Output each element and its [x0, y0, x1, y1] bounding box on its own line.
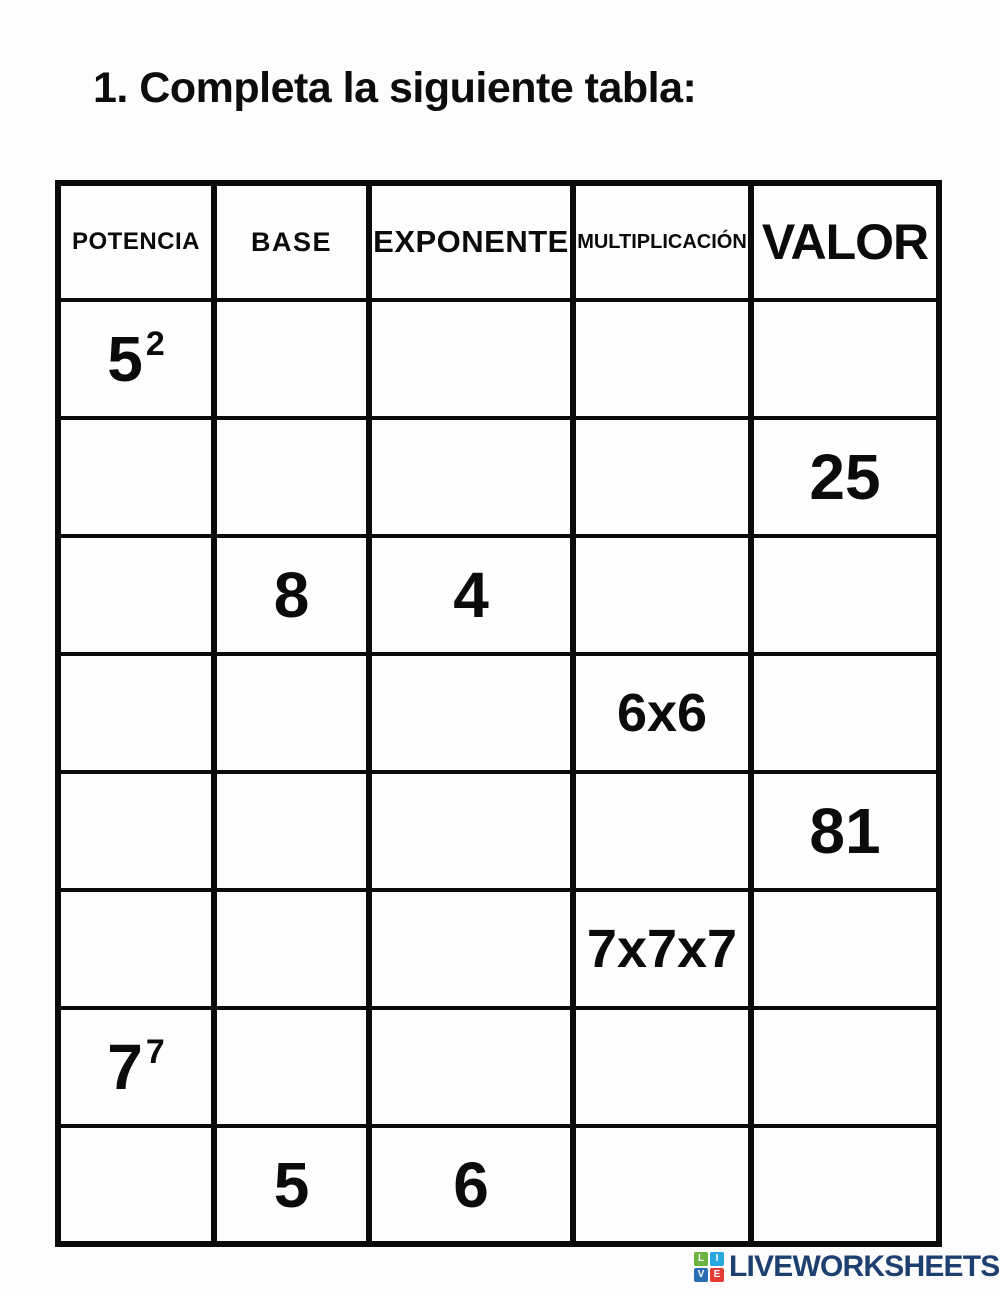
answer-cell-valor[interactable] [748, 888, 942, 1010]
cell-valor: 81 [748, 770, 942, 892]
cell-potencia: 77 [55, 1006, 217, 1128]
table-row: 52 [55, 298, 942, 420]
cell-value: 4 [453, 559, 489, 631]
answer-cell-multiplicacion[interactable] [570, 298, 754, 420]
answer-cell-multiplicacion[interactable] [570, 416, 754, 538]
answer-cell-potencia[interactable] [55, 652, 217, 774]
cell-value: 81 [809, 795, 881, 867]
answer-cell-potencia[interactable] [55, 416, 217, 538]
answer-cell-valor[interactable] [748, 1124, 942, 1246]
answer-cell-base[interactable] [211, 652, 372, 774]
power-exponent: 2 [145, 325, 165, 363]
answer-cell-exponente[interactable] [366, 416, 576, 538]
column-header-exponente: EXPONENTE [366, 181, 576, 302]
answer-cell-exponente[interactable] [366, 888, 576, 1010]
answer-cell-base[interactable] [211, 770, 372, 892]
logo-square-e: E [710, 1268, 724, 1282]
cell-value: 8 [273, 559, 310, 631]
page-title: 1. Completa la siguiente tabla: [93, 64, 697, 112]
cell-multiplicacion: 7x7x7 [570, 888, 754, 1010]
answer-cell-exponente[interactable] [366, 652, 576, 774]
answer-cell-base[interactable] [211, 298, 372, 420]
cell-potencia: 52 [55, 298, 217, 420]
answer-cell-multiplicacion[interactable] [570, 1124, 754, 1246]
completion-table: POTENCIA BASE EXPONENTE MULTIPLICACIÓN VALOR… [55, 180, 942, 1247]
power-base: 5 [107, 323, 143, 395]
table-header-row: POTENCIA BASE EXPONENTE MULTIPLICACIÓN VALOR [55, 181, 942, 302]
answer-cell-multiplicacion[interactable] [570, 770, 754, 892]
answer-cell-multiplicacion[interactable] [570, 1006, 754, 1128]
cell-value: 25 [809, 441, 881, 513]
table-row: 25 [55, 416, 942, 538]
cell-base: 8 [211, 534, 372, 656]
answer-cell-potencia[interactable] [55, 770, 217, 892]
logo-square-l: L [694, 1252, 708, 1266]
answer-cell-valor[interactable] [748, 1006, 942, 1128]
power-exponent: 7 [145, 1033, 165, 1071]
answer-cell-base[interactable] [211, 1006, 372, 1128]
column-header-base: BASE [211, 181, 372, 302]
column-header-potencia: POTENCIA [55, 181, 217, 302]
answer-cell-exponente[interactable] [366, 1006, 576, 1128]
answer-cell-exponente[interactable] [366, 298, 576, 420]
logo-square-i: I [710, 1252, 724, 1266]
answer-cell-base[interactable] [211, 416, 372, 538]
cell-valor: 25 [748, 416, 942, 538]
table-row: 7x7x7 [55, 888, 942, 1010]
column-header-valor: VALOR [748, 181, 942, 302]
answer-cell-potencia[interactable] [55, 1124, 217, 1246]
table-body: 52 25 8 4 6x6 81 7x7x7 77 5 6 [55, 298, 942, 1246]
answer-cell-multiplicacion[interactable] [570, 534, 754, 656]
cell-value: 6 [453, 1148, 489, 1221]
table-row: 6x6 [55, 652, 942, 774]
answer-cell-base[interactable] [211, 888, 372, 1010]
cell-value: 7x7x7 [586, 919, 738, 979]
cell-value: 5 [273, 1148, 310, 1221]
answer-cell-exponente[interactable] [366, 770, 576, 892]
cell-exponente: 4 [366, 534, 576, 656]
answer-cell-valor[interactable] [748, 652, 942, 774]
logo-square-v: V [694, 1268, 708, 1282]
liveworksheets-wordmark: LIVEWORKSHEETS [729, 1250, 1000, 1283]
power-base: 7 [107, 1031, 143, 1103]
answer-cell-potencia[interactable] [55, 888, 217, 1010]
table-row: 77 [55, 1006, 942, 1128]
cell-base: 5 [211, 1124, 372, 1246]
table-row: 81 [55, 770, 942, 892]
column-header-multiplicacion: MULTIPLICACIÓN [570, 181, 754, 302]
answer-cell-valor[interactable] [748, 298, 942, 420]
answer-cell-valor[interactable] [748, 534, 942, 656]
cell-value: 6x6 [616, 683, 708, 743]
cell-multiplicacion: 6x6 [570, 652, 754, 774]
cell-exponente: 6 [366, 1124, 576, 1246]
answer-cell-potencia[interactable] [55, 534, 217, 656]
